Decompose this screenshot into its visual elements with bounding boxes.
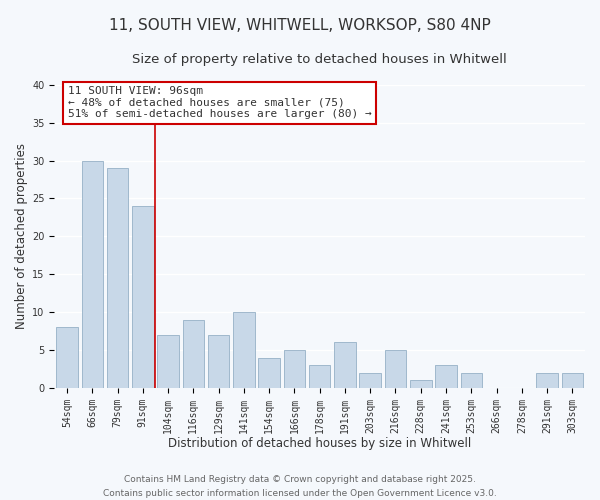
Bar	[259, 358, 280, 388]
Bar	[385, 350, 406, 388]
Bar	[107, 168, 128, 388]
Bar	[410, 380, 431, 388]
Bar	[82, 160, 103, 388]
Text: Contains HM Land Registry data © Crown copyright and database right 2025.
Contai: Contains HM Land Registry data © Crown c…	[103, 476, 497, 498]
Bar	[157, 335, 179, 388]
Bar	[334, 342, 356, 388]
Bar	[56, 327, 78, 388]
Bar	[562, 372, 583, 388]
Text: 11, SOUTH VIEW, WHITWELL, WORKSOP, S80 4NP: 11, SOUTH VIEW, WHITWELL, WORKSOP, S80 4…	[109, 18, 491, 32]
Bar	[182, 320, 204, 388]
Bar	[233, 312, 254, 388]
Bar	[359, 372, 381, 388]
Bar	[208, 335, 229, 388]
Text: 11 SOUTH VIEW: 96sqm
← 48% of detached houses are smaller (75)
51% of semi-detac: 11 SOUTH VIEW: 96sqm ← 48% of detached h…	[68, 86, 371, 120]
Bar	[461, 372, 482, 388]
Bar	[435, 365, 457, 388]
Bar	[284, 350, 305, 388]
Y-axis label: Number of detached properties: Number of detached properties	[15, 144, 28, 330]
Bar	[309, 365, 331, 388]
X-axis label: Distribution of detached houses by size in Whitwell: Distribution of detached houses by size …	[168, 437, 472, 450]
Title: Size of property relative to detached houses in Whitwell: Size of property relative to detached ho…	[133, 52, 507, 66]
Bar	[132, 206, 154, 388]
Bar	[536, 372, 558, 388]
